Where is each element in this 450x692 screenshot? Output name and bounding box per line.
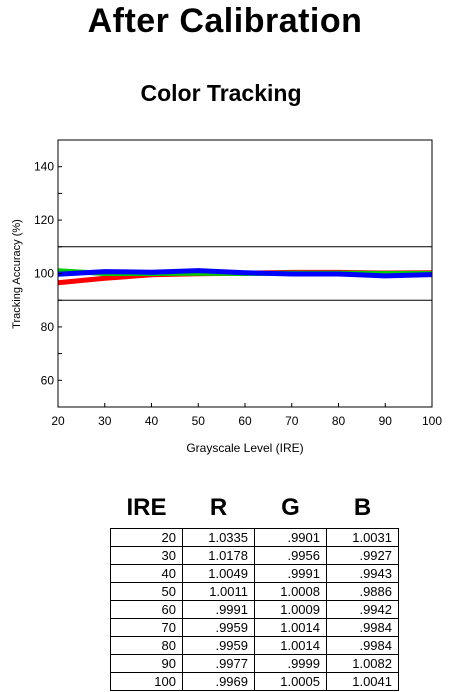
table-row: 30 1.0178.9956.9927 bbox=[110, 546, 399, 565]
table-cell: .9977 bbox=[182, 654, 255, 673]
table-cell: 1.0031 bbox=[326, 528, 399, 547]
table-cell: 1.0014 bbox=[254, 636, 327, 655]
column-header-g: G bbox=[281, 494, 300, 521]
table-cell: 90 bbox=[110, 654, 183, 673]
table-cell: .9943 bbox=[326, 564, 399, 583]
table-row: 40 1.0049.9991.9943 bbox=[110, 564, 399, 583]
table-cell: .9984 bbox=[326, 618, 399, 637]
table-cell: .9991 bbox=[182, 600, 255, 619]
table-cell: .9991 bbox=[254, 564, 327, 583]
table-header-row: IRE R G B bbox=[111, 494, 399, 529]
table-cell: 20 bbox=[110, 528, 183, 547]
table-cell: 50 bbox=[110, 582, 183, 601]
column-header-r: R bbox=[209, 494, 228, 521]
table-cell: 1.0178 bbox=[182, 546, 255, 565]
table-row: 80.9959 1.0014.9984 bbox=[110, 636, 399, 655]
x-tick-label: 70 bbox=[285, 414, 299, 428]
calibration-table-wrap: IRE R G B 20 1.0335.9901 1.0031 30 1.0178.99… bbox=[110, 494, 399, 691]
page-title: After Calibration bbox=[87, 2, 363, 40]
chart-title: Color Tracking bbox=[140, 80, 302, 106]
series-line bbox=[57, 268, 433, 279]
table-cell: 80 bbox=[110, 636, 183, 655]
y-tick-label: 60 bbox=[41, 373, 55, 387]
table-cell: 1.0014 bbox=[254, 618, 327, 637]
calibration-table: IRE R G B 20 1.0335.9901 1.0031 30 1.0178.99… bbox=[110, 494, 399, 691]
table-cell: .9999 bbox=[254, 654, 327, 673]
table-cell: .9984 bbox=[326, 636, 399, 655]
y-tick-label: 100 bbox=[34, 267, 54, 281]
table-cell: 1.0082 bbox=[326, 654, 399, 673]
x-tick-label: 30 bbox=[98, 414, 112, 428]
table-cell: 60 bbox=[110, 600, 183, 619]
table-cell: 1.0009 bbox=[254, 600, 327, 619]
color-tracking-chart: 20 30 40 50 60 70 80 90 100 60 80 100 120 140 Graysca… bbox=[11, 139, 442, 455]
table-cell: .9901 bbox=[254, 528, 327, 547]
x-axis-label: Grayscale Level (IRE) bbox=[186, 441, 303, 455]
y-tick-label: 120 bbox=[34, 213, 54, 227]
x-tick-label: 100 bbox=[422, 414, 442, 428]
x-tick-label: 80 bbox=[332, 414, 346, 428]
y-tick-label: 80 bbox=[41, 320, 55, 334]
table-cell: .9927 bbox=[326, 546, 399, 565]
column-header-b: B bbox=[353, 494, 372, 521]
table-row: 60.9991 1.0009.9942 bbox=[110, 600, 399, 619]
x-tick-label: 40 bbox=[145, 414, 159, 428]
table-cell: .9956 bbox=[254, 546, 327, 565]
table-cell: 1.0008 bbox=[254, 582, 327, 601]
y-tick-label: 140 bbox=[34, 160, 54, 174]
x-tick-label: 50 bbox=[192, 414, 206, 428]
x-tick-label: 60 bbox=[238, 414, 252, 428]
table-cell: 40 bbox=[110, 564, 183, 583]
table-cell: 1.0011 bbox=[182, 582, 255, 601]
table-cell: 1.0041 bbox=[326, 672, 399, 691]
table-cell: 100 bbox=[110, 672, 183, 691]
table-cell: .9969 bbox=[182, 672, 255, 691]
table-row: 100.9969 1.0005 1.0041 bbox=[110, 672, 399, 691]
table-cell: .9959 bbox=[182, 636, 255, 655]
table-cell: 1.0335 bbox=[182, 528, 255, 547]
table-row: 70.9959 1.0014.9984 bbox=[110, 618, 399, 637]
y-axis-label: Tracking Accuracy (%) bbox=[11, 219, 23, 329]
table-row: 50 1.0011 1.0008.9886 bbox=[110, 582, 399, 601]
table-row: 90.9977.9999 1.0082 bbox=[110, 654, 399, 673]
table-cell: 1.0049 bbox=[182, 564, 255, 583]
x-tick-label: 90 bbox=[379, 414, 393, 428]
table-cell: 30 bbox=[110, 546, 183, 565]
column-header-ire: IRE bbox=[126, 494, 167, 521]
table-cell: 70 bbox=[110, 618, 183, 637]
table-cell: .9942 bbox=[326, 600, 399, 619]
table-cell: .9886 bbox=[326, 582, 399, 601]
table-cell: 1.0005 bbox=[254, 672, 327, 691]
x-tick-label: 20 bbox=[51, 414, 65, 428]
table-cell: .9959 bbox=[182, 618, 255, 637]
table-row: 20 1.0335.9901 1.0031 bbox=[110, 528, 399, 547]
